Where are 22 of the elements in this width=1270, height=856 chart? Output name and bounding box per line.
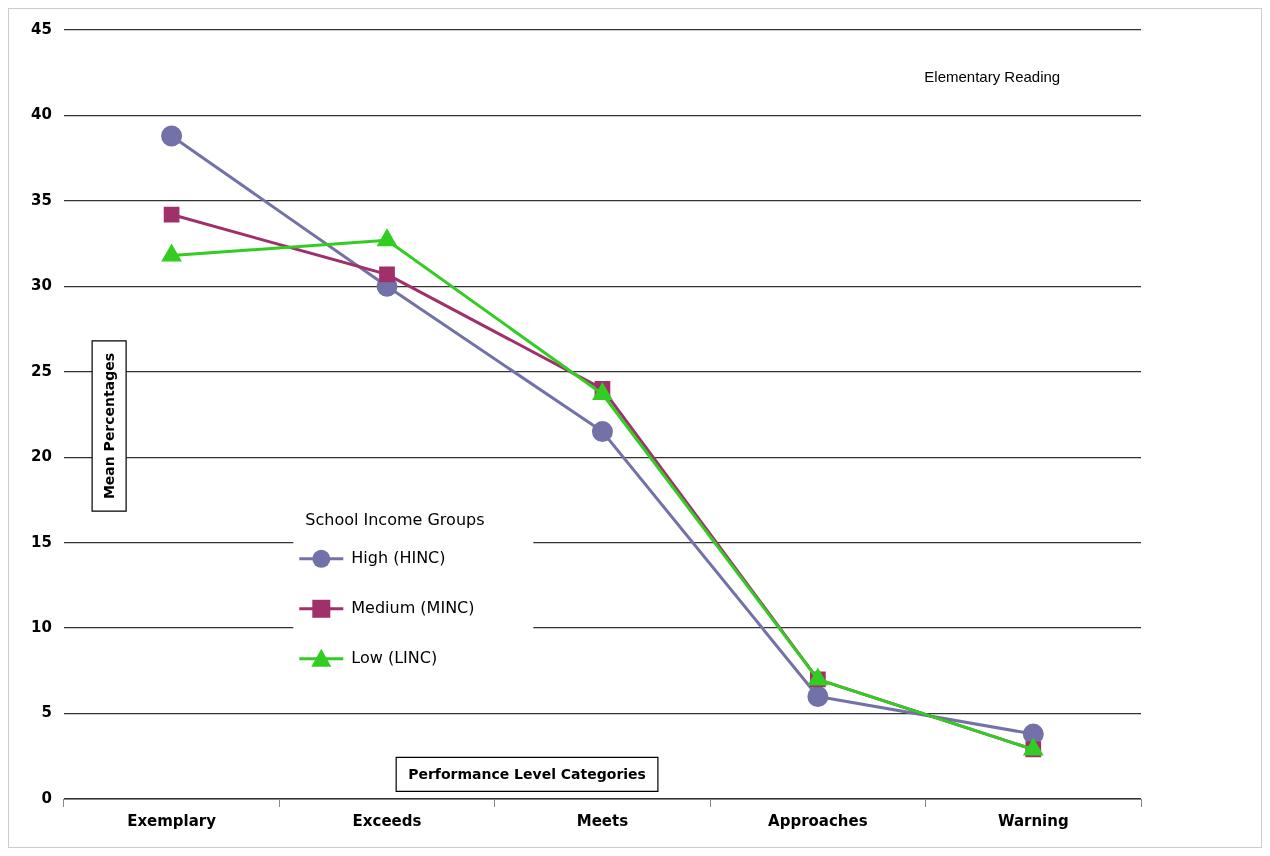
x-tick-label: Exceeds (352, 811, 422, 830)
x-tick-label: Warning (997, 811, 1069, 830)
y-tick-label: 0 (41, 788, 52, 807)
legend-label: Medium (MINC) (351, 597, 475, 617)
x-axis-title: Performance Level Categories (408, 766, 646, 783)
y-tick-label: 35 (31, 190, 52, 209)
legend-label: High (HINC) (351, 547, 446, 567)
legend-label: Low (LINC) (351, 647, 438, 667)
y-tick-label: 20 (31, 447, 52, 466)
y-tick-label: 10 (31, 618, 52, 636)
y-tick-label: 25 (31, 361, 52, 380)
legend-title: School Income Groups (305, 509, 485, 529)
x-tick-label: Approaches (768, 811, 868, 830)
y-tick-label: 40 (31, 105, 52, 124)
y-axis-title: Mean Percentages (100, 352, 117, 500)
x-tick-label: Exemplary (127, 811, 217, 830)
y-tick-label: 15 (31, 532, 52, 551)
text: Elementary Reading (924, 67, 1061, 85)
y-tick-label: 45 (31, 19, 52, 38)
y-tick-label: 30 (31, 276, 52, 295)
y-tick-label: 5 (41, 703, 52, 722)
x-tick-label: Meets (576, 811, 629, 830)
